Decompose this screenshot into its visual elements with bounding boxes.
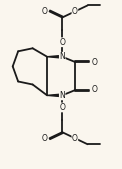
Polygon shape [47,55,62,58]
Text: O: O [59,103,65,112]
Text: O: O [59,38,65,47]
Polygon shape [47,94,62,97]
Text: O: O [41,7,47,16]
Text: O: O [92,58,98,67]
Text: O: O [92,86,98,94]
Text: O: O [72,134,78,143]
Text: O: O [72,7,78,16]
Text: O: O [41,134,47,143]
Text: N: N [59,91,65,100]
Text: N: N [59,52,65,61]
